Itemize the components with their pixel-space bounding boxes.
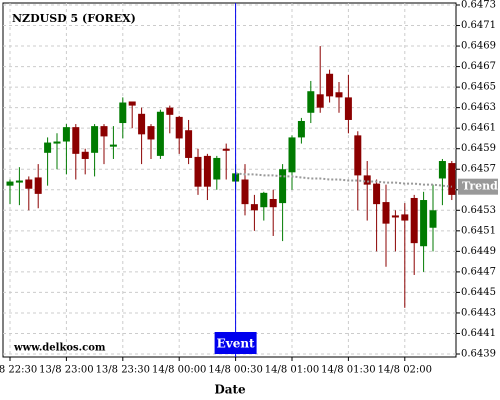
candle-body	[438, 161, 446, 179]
candle-body	[354, 135, 362, 176]
candle-body	[147, 126, 155, 140]
candle-body	[44, 142, 52, 153]
candle-body	[326, 73, 334, 97]
candle-body	[91, 126, 99, 153]
candle-body	[241, 179, 249, 205]
candle-body	[6, 181, 14, 186]
x-tick-label: 13/8 22:30	[0, 365, 37, 376]
trend-label: Trend	[462, 180, 498, 193]
candle-body	[213, 157, 221, 180]
watermark: www.delkos.com	[13, 343, 106, 354]
candle-body	[401, 214, 409, 221]
candle-body	[100, 126, 108, 137]
candle-body	[250, 204, 258, 211]
candle-body	[410, 197, 418, 244]
candle-body	[185, 130, 193, 158]
x-tick-label: 14/8 02:00	[378, 365, 432, 376]
y-tick-label: 0.6469	[461, 41, 496, 52]
candle-body	[119, 102, 127, 124]
x-tick-label: 14/8 01:30	[321, 365, 375, 376]
plot-layer	[3, 3, 456, 357]
candle-body	[373, 183, 381, 205]
candle-body	[382, 202, 390, 224]
y-tick-label: 0.6439	[461, 349, 496, 360]
x-axis-label: Date	[214, 383, 246, 397]
candle-body	[297, 120, 305, 138]
candle-body	[429, 210, 437, 228]
chart-title: NZDUSD 5 (FOREX)	[12, 12, 136, 25]
candle-body	[420, 200, 428, 247]
y-tick-label: 0.6465	[461, 82, 496, 93]
candle-body	[335, 92, 343, 98]
candle-body	[316, 94, 324, 108]
candle-body	[15, 180, 23, 183]
candle-body	[53, 141, 61, 144]
candle-body	[25, 179, 33, 189]
x-tick-label: 14/8 01:00	[265, 365, 319, 376]
x-tick-label: 14/8 00:30	[208, 365, 262, 376]
x-tick-label: 14/8 00:00	[152, 365, 206, 376]
y-tick-label: 0.6445	[461, 287, 496, 298]
candle-body	[448, 163, 456, 195]
candle-body	[138, 113, 146, 135]
candle-body	[194, 156, 202, 187]
y-tick-label: 0.6457	[461, 164, 496, 175]
candle-body	[288, 137, 296, 173]
y-tick-label: 0.6451	[461, 225, 496, 236]
trend-label-box	[458, 178, 498, 195]
event-label: Event	[217, 337, 255, 351]
y-tick-label: 0.6447	[461, 266, 496, 277]
y-tick-label: 0.6473	[461, 0, 496, 11]
y-tick-label: 0.6459	[461, 143, 496, 154]
candle-body	[34, 177, 42, 194]
candle-body	[307, 91, 315, 113]
candle-body	[62, 127, 70, 142]
candle-body	[128, 101, 136, 106]
event-label-box	[214, 332, 257, 354]
candle-body	[279, 169, 287, 204]
candle-body	[81, 151, 89, 159]
y-tick-label: 0.6461	[461, 123, 496, 134]
candle-body	[391, 215, 399, 218]
y-tick-label: 0.6441	[461, 328, 496, 339]
candle-body	[175, 116, 183, 139]
y-tick-label: 0.6449	[461, 246, 496, 257]
trend-line	[235, 172, 452, 188]
candle-body	[166, 107, 174, 115]
y-tick-label: 0.6463	[461, 102, 496, 113]
candle-body	[344, 97, 352, 120]
candle-body	[222, 148, 230, 151]
candle-body	[72, 127, 80, 154]
candle-body	[260, 192, 268, 208]
y-tick-label: 0.6471	[461, 20, 496, 31]
candle-body	[156, 111, 164, 156]
x-tick-label: 13/8 23:00	[39, 365, 93, 376]
plot-frame	[2, 2, 457, 358]
candle-body	[109, 144, 117, 147]
candle-body	[363, 175, 371, 185]
y-tick-label: 0.6467	[461, 61, 496, 72]
candle-body	[269, 199, 277, 208]
y-tick-label: 0.6453	[461, 205, 496, 216]
y-tick-label: 0.6443	[461, 307, 496, 318]
x-tick-label: 13/8 23:30	[96, 365, 150, 376]
candle-body	[203, 155, 211, 187]
